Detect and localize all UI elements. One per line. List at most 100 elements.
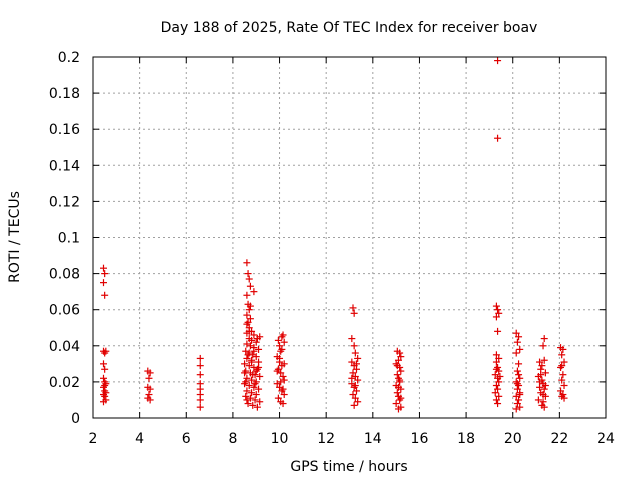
data-point	[242, 392, 250, 400]
y-tick-label: 0.18	[49, 86, 80, 102]
data-point	[559, 371, 567, 379]
data-point	[243, 291, 251, 299]
data-point	[539, 398, 547, 406]
data-point	[245, 382, 253, 390]
data-point	[252, 391, 260, 399]
data-point	[492, 365, 500, 373]
data-point	[274, 394, 282, 402]
data-point	[245, 327, 253, 335]
data-point	[540, 356, 548, 364]
data-point	[101, 349, 109, 357]
data-point	[512, 405, 520, 413]
data-point	[515, 371, 523, 379]
data-point	[249, 401, 257, 409]
plot-frame	[92, 56, 607, 419]
data-point	[397, 353, 405, 361]
data-point	[99, 374, 107, 382]
data-point	[146, 369, 154, 377]
data-point	[279, 400, 287, 408]
data-point	[394, 374, 402, 382]
data-point	[274, 336, 282, 344]
data-point	[248, 389, 256, 397]
data-point	[251, 396, 259, 404]
x-tick-label: 4	[135, 431, 144, 447]
data-point	[351, 349, 359, 357]
data-point	[99, 264, 107, 272]
data-point	[248, 376, 256, 384]
data-point	[246, 315, 254, 323]
data-point	[146, 385, 154, 393]
data-point	[245, 362, 253, 370]
data-point	[256, 372, 264, 380]
data-point	[101, 291, 109, 299]
data-point	[540, 335, 548, 343]
data-point	[279, 331, 287, 339]
data-point	[249, 371, 257, 379]
data-point	[102, 347, 110, 355]
data-point	[243, 354, 251, 362]
data-point	[241, 360, 249, 368]
data-point	[348, 374, 356, 382]
data-point	[515, 396, 523, 404]
data-point	[279, 385, 287, 393]
data-point	[540, 385, 548, 393]
data-point	[348, 358, 356, 366]
data-point	[248, 336, 256, 344]
data-point	[196, 371, 204, 379]
data-point	[280, 360, 288, 368]
data-point	[539, 391, 547, 399]
data-point	[276, 342, 284, 350]
data-point	[101, 270, 109, 278]
data-point	[252, 367, 260, 375]
data-point	[512, 329, 520, 337]
data-point	[248, 358, 256, 366]
data-point	[241, 369, 249, 377]
data-point	[513, 338, 521, 346]
data-point	[394, 383, 402, 391]
y-tick-label: 0.1	[58, 231, 80, 247]
data-point	[349, 369, 357, 377]
data-point	[494, 400, 502, 408]
data-point	[495, 378, 503, 386]
data-point	[101, 365, 109, 373]
data-point	[99, 360, 107, 368]
data-point	[392, 400, 400, 408]
data-point	[279, 372, 287, 380]
data-point	[516, 374, 524, 382]
data-point	[246, 302, 254, 310]
data-point	[491, 389, 499, 397]
data-point	[536, 358, 544, 366]
data-point	[541, 369, 549, 377]
data-point	[558, 351, 566, 359]
data-point	[243, 387, 251, 395]
data-point	[145, 374, 153, 382]
data-point	[246, 282, 254, 290]
data-point	[495, 354, 503, 362]
data-point	[354, 398, 362, 406]
data-point	[243, 320, 251, 328]
data-point	[351, 394, 359, 402]
x-tick-label: 8	[228, 431, 237, 447]
data-point	[99, 279, 107, 287]
x-tick-label: 10	[271, 431, 289, 447]
data-point	[253, 403, 261, 411]
data-point	[250, 288, 258, 296]
data-point	[492, 358, 500, 366]
x-tick-label: 20	[504, 431, 522, 447]
data-point	[280, 338, 288, 346]
data-point	[245, 275, 253, 283]
data-point	[255, 385, 263, 393]
data-points	[99, 57, 568, 413]
data-point	[537, 371, 545, 379]
data-point	[540, 403, 548, 411]
data-point	[397, 394, 405, 402]
data-point	[278, 345, 286, 353]
y-tick-label: 0.08	[49, 267, 80, 283]
data-point	[513, 400, 521, 408]
data-point	[394, 405, 402, 413]
data-point	[494, 363, 502, 371]
data-point	[516, 345, 524, 353]
x-tick-label: 18	[457, 431, 475, 447]
data-point	[396, 349, 404, 357]
